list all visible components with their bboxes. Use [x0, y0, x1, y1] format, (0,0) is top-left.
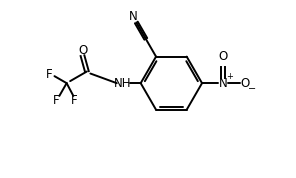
Text: O: O [78, 44, 87, 57]
Text: F: F [53, 94, 59, 107]
Text: F: F [71, 94, 78, 107]
Text: F: F [46, 68, 53, 81]
Text: O: O [240, 77, 250, 90]
Text: N: N [129, 10, 137, 23]
Text: O: O [218, 50, 228, 63]
Text: NH: NH [114, 77, 131, 90]
Text: N: N [219, 77, 227, 90]
Text: −: − [248, 84, 256, 94]
Text: +: + [226, 72, 233, 81]
